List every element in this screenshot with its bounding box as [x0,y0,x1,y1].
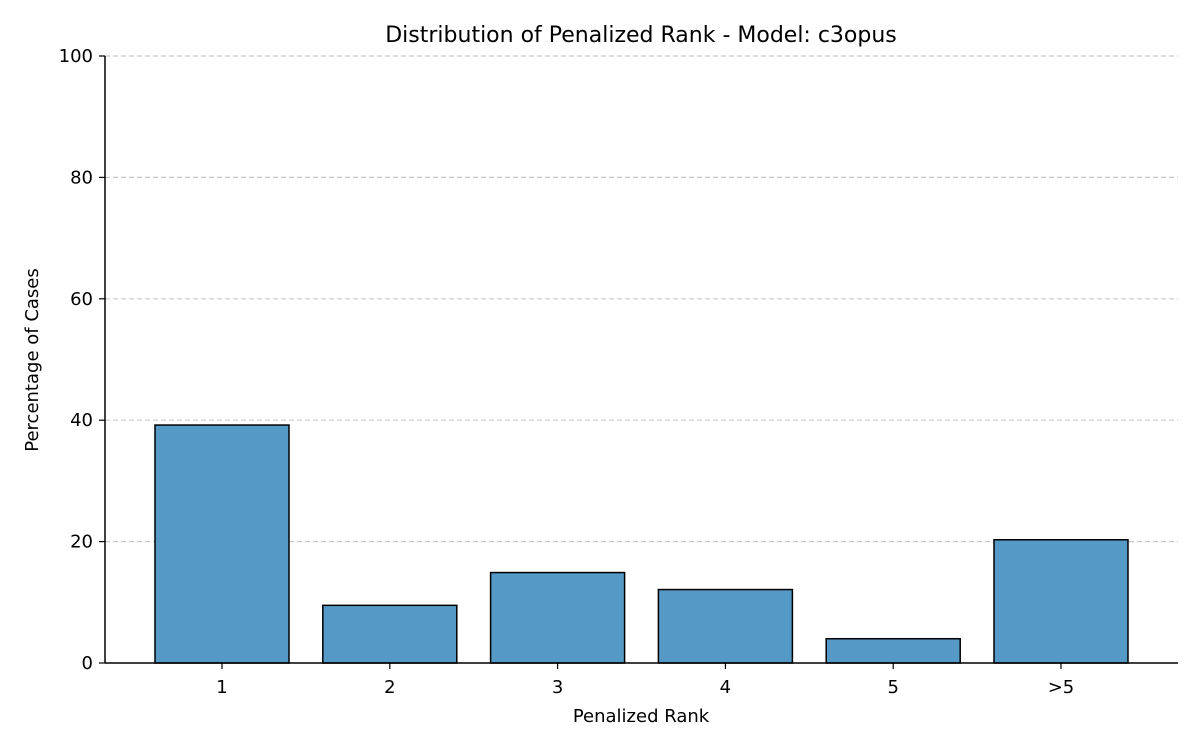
bar [825,637,961,664]
y-tick-label: 80 [70,167,93,188]
x-tick-label: >5 [1048,677,1075,698]
chart-title: Distribution of Penalized Rank - Model: … [385,23,897,48]
bar [489,571,626,664]
bars [154,424,1129,664]
bar [322,604,458,664]
y-axis-label: Percentage of Cases [22,268,43,451]
x-tick-label: 2 [384,677,395,698]
bar [154,424,290,664]
y-axis-ticks: 0 20 40 60 80 100 [59,46,105,674]
bar [657,588,794,664]
y-tick-label: 60 [70,289,93,310]
x-tick-label: 5 [887,677,898,698]
y-tick-label: 0 [82,653,93,674]
y-tick-label: 40 [70,410,93,431]
x-axis-ticks: 1 2 3 4 5 >5 [216,663,1074,698]
axes [104,56,1178,664]
x-axis-label: Penalized Rank [573,706,710,727]
y-tick-label: 20 [70,532,93,553]
x-tick-label: 4 [720,677,731,698]
x-tick-label: 1 [216,677,227,698]
bar [993,539,1129,664]
x-tick-label: 3 [552,677,563,698]
y-tick-label: 100 [59,46,93,67]
